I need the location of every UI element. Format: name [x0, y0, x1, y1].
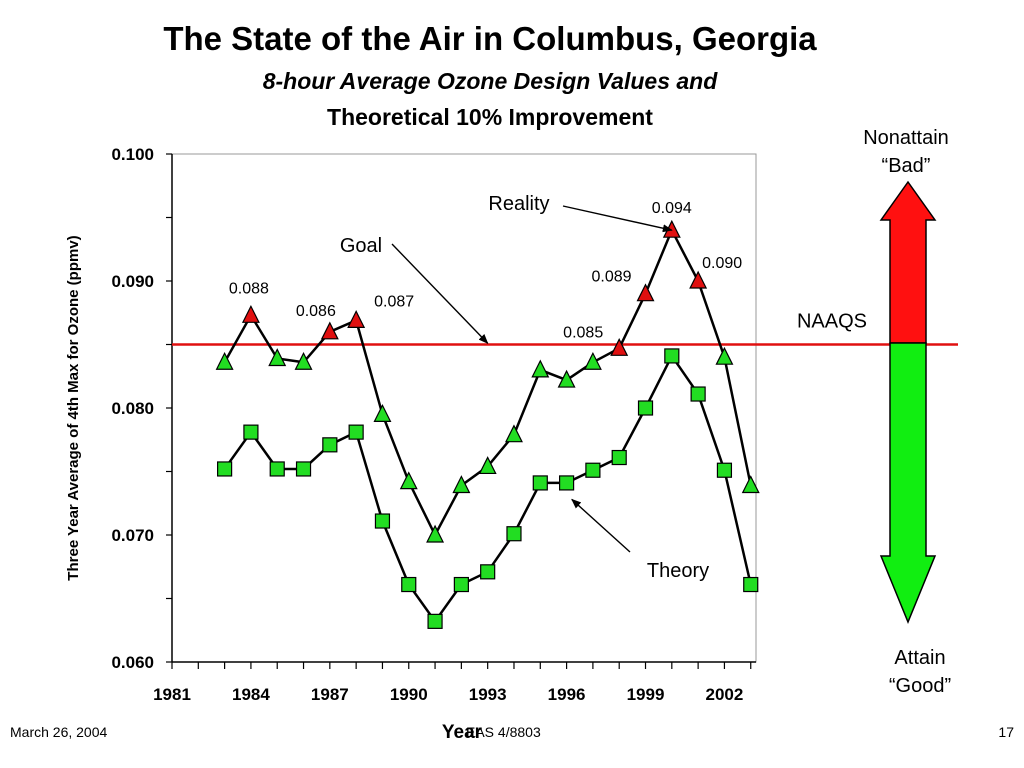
y-tick-label: 0.100 — [111, 145, 154, 164]
theory-point — [427, 613, 443, 629]
theory-point — [558, 475, 575, 491]
annotation-arrow — [571, 498, 631, 553]
reality-point — [268, 348, 287, 367]
attain-arrow — [879, 342, 937, 624]
footer-date: March 26, 2004 — [10, 724, 108, 740]
theory-point — [716, 462, 733, 478]
annotation-arrow — [562, 205, 673, 233]
good-label: “Good” — [889, 675, 951, 697]
theory-point — [480, 564, 496, 580]
x-tick-label: 1987 — [311, 685, 349, 704]
x-axis-title: Year — [442, 722, 483, 743]
reality-point — [689, 270, 708, 289]
naaqs-label: NAAQS — [797, 311, 867, 333]
theory-point — [243, 424, 259, 440]
x-tick-label: 1999 — [627, 685, 665, 704]
theory-point — [743, 576, 759, 593]
y-tick-label: 0.090 — [111, 272, 154, 291]
theory-point — [664, 348, 680, 364]
reality-point — [373, 404, 392, 422]
x-tick-label: 1993 — [469, 685, 507, 704]
reality-point — [215, 351, 234, 370]
reality-point — [557, 369, 576, 388]
nonattain-arrow — [879, 180, 937, 344]
theory-point — [401, 576, 417, 593]
nonattain-label: Nonattain — [863, 127, 949, 149]
reality-point — [399, 471, 418, 490]
reality-point — [583, 351, 602, 370]
reality-point — [294, 351, 313, 370]
data-label: 0.094 — [652, 200, 692, 217]
reality-point — [715, 346, 734, 365]
reality-point — [320, 321, 339, 340]
theory-point — [611, 449, 627, 466]
theory-point — [690, 386, 706, 402]
data-label: 0.088 — [229, 280, 269, 297]
theory-point — [217, 461, 233, 477]
data-label: 0.086 — [296, 303, 336, 320]
data-label: 0.089 — [591, 269, 631, 286]
annotation-goal: Goal — [340, 235, 382, 257]
theory-point — [637, 400, 654, 416]
chart-subtitle-line-1: 8-hour Average Ozone Design Values and — [262, 68, 718, 94]
theory-point — [269, 461, 285, 477]
x-tick-label: 2002 — [706, 685, 744, 704]
x-tick-label: 1996 — [548, 685, 586, 704]
reality-point — [478, 456, 497, 475]
reality-point — [505, 424, 523, 443]
theory-point — [453, 576, 469, 593]
theory-point — [585, 462, 601, 478]
chart-subtitle-line-2: Theoretical 10% Improvement — [327, 104, 653, 130]
series-line-reality — [223, 227, 752, 538]
data-label: 0.090 — [702, 255, 742, 272]
reality-point — [347, 310, 366, 328]
y-axis-title: Three Year Average of 4th Max for Ozone … — [65, 235, 82, 580]
theory-point — [374, 513, 391, 529]
y-tick-label: 0.070 — [111, 526, 154, 545]
theory-point — [348, 424, 364, 440]
reality-point — [426, 524, 445, 543]
theory-point — [532, 475, 548, 491]
reality-point — [531, 359, 550, 378]
chart-title: The State of the Air in Columbus, Georgi… — [163, 20, 817, 57]
reality-point — [452, 475, 471, 494]
reality-point — [241, 304, 260, 323]
data-label: 0.085 — [563, 324, 603, 341]
y-tick-label: 0.080 — [111, 399, 154, 418]
reality-point — [741, 475, 760, 494]
x-tick-label: 1990 — [390, 685, 428, 704]
reality-point — [610, 337, 629, 356]
bad-label: “Bad” — [882, 155, 931, 177]
footer-page-number: 17 — [998, 724, 1014, 740]
data-label: 0.087 — [374, 293, 414, 310]
x-tick-label: 1981 — [153, 685, 191, 704]
annotation-reality: Reality — [488, 193, 549, 215]
y-tick-label: 0.060 — [111, 653, 154, 672]
theory-point — [506, 526, 522, 542]
annotation-theory: Theory — [647, 560, 709, 582]
theory-point — [295, 461, 312, 477]
attain-label: Attain — [894, 647, 945, 669]
footer-course: EAS 4/8803 — [466, 724, 541, 740]
theory-point — [322, 437, 338, 453]
x-tick-label: 1984 — [232, 685, 270, 704]
reality-point — [636, 283, 655, 302]
annotation-arrow — [391, 243, 489, 344]
